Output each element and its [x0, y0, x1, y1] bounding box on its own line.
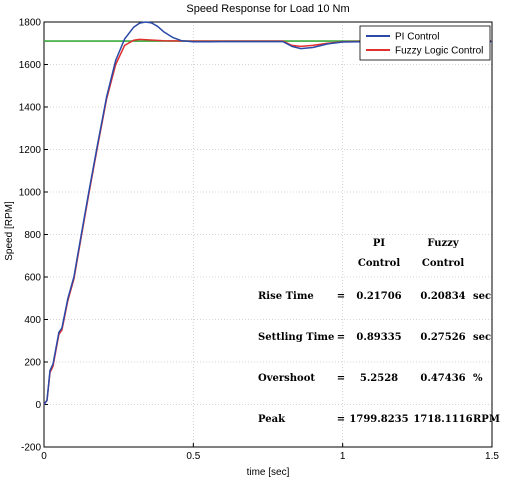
metrics-unit: sec: [473, 332, 491, 343]
metrics-header: Fuzzy: [427, 238, 460, 249]
metrics-label: Rise Time: [258, 291, 314, 302]
metrics-header: Control: [358, 258, 400, 269]
metrics-fuzzy-value: 0.27526: [420, 332, 465, 343]
metrics-fuzzy-value: 0.47436: [420, 373, 465, 384]
y-tick-label: 1000: [19, 188, 42, 199]
legend-entry: PI Control: [395, 32, 439, 43]
fuzzy-logic-control-line: [43, 38, 492, 405]
metrics-unit: %: [473, 373, 483, 384]
series-lines: [43, 21, 492, 405]
metrics-table: PI Control Fuzzy Control Rise Time = 0.21706 0.…: [258, 238, 500, 425]
y-tick-label: 1600: [19, 60, 42, 71]
metrics-equals: =: [337, 373, 345, 384]
metrics-fuzzy-value: 1718.1116: [413, 414, 472, 425]
x-tick-label: 1.5: [485, 451, 499, 462]
metrics-equals: =: [337, 332, 345, 343]
y-tick-label: -200: [21, 443, 41, 454]
metrics-label: Settling Time: [258, 332, 334, 343]
y-axis-ticks: -200 0 200 400 600 800 1000 1200 1400 1600 1800: [19, 18, 48, 454]
metrics-unit: RPM: [473, 414, 500, 425]
metrics-header: Control: [422, 258, 464, 269]
legend-box: [359, 25, 491, 61]
x-tick-label: 1: [340, 451, 346, 462]
y-tick-label: 400: [24, 315, 41, 326]
metrics-pi-value: 1799.8235: [349, 414, 408, 425]
metrics-fuzzy-value: 0.20834: [420, 291, 465, 302]
pi-control-line: [43, 21, 492, 405]
metrics-pi-value: 5.2528: [360, 373, 398, 384]
x-tick-label: 0.5: [186, 451, 200, 462]
y-tick-label: 1200: [19, 145, 42, 156]
y-tick-label: 600: [24, 273, 41, 284]
x-axis-label: time [sec]: [247, 467, 290, 478]
metrics-pi-value: 0.89335: [356, 332, 401, 343]
legend: PI Control Fuzzy Logic Control: [359, 25, 491, 61]
metrics-label: Peak: [258, 414, 286, 425]
y-tick-label: 1800: [19, 18, 42, 29]
metrics-pi-value: 0.21706: [356, 291, 401, 302]
y-tick-label: 200: [24, 358, 41, 369]
metrics-label: Overshoot: [258, 373, 315, 384]
legend-entry: Fuzzy Logic Control: [395, 46, 483, 57]
metrics-equals: =: [337, 291, 345, 302]
chart-title: Speed Response for Load 10 Nm: [186, 3, 349, 15]
y-tick-label: 0: [35, 400, 41, 411]
metrics-unit: sec: [473, 291, 491, 302]
y-tick-label: 1400: [19, 103, 42, 114]
y-tick-label: 800: [24, 230, 41, 241]
x-tick-label: 0: [41, 451, 47, 462]
x-axis-ticks: 0 0.5 1 1.5: [41, 443, 499, 462]
y-axis-label: Speed [RPM]: [4, 201, 15, 261]
metrics-equals: =: [337, 414, 345, 425]
metrics-header: PI: [373, 238, 386, 249]
